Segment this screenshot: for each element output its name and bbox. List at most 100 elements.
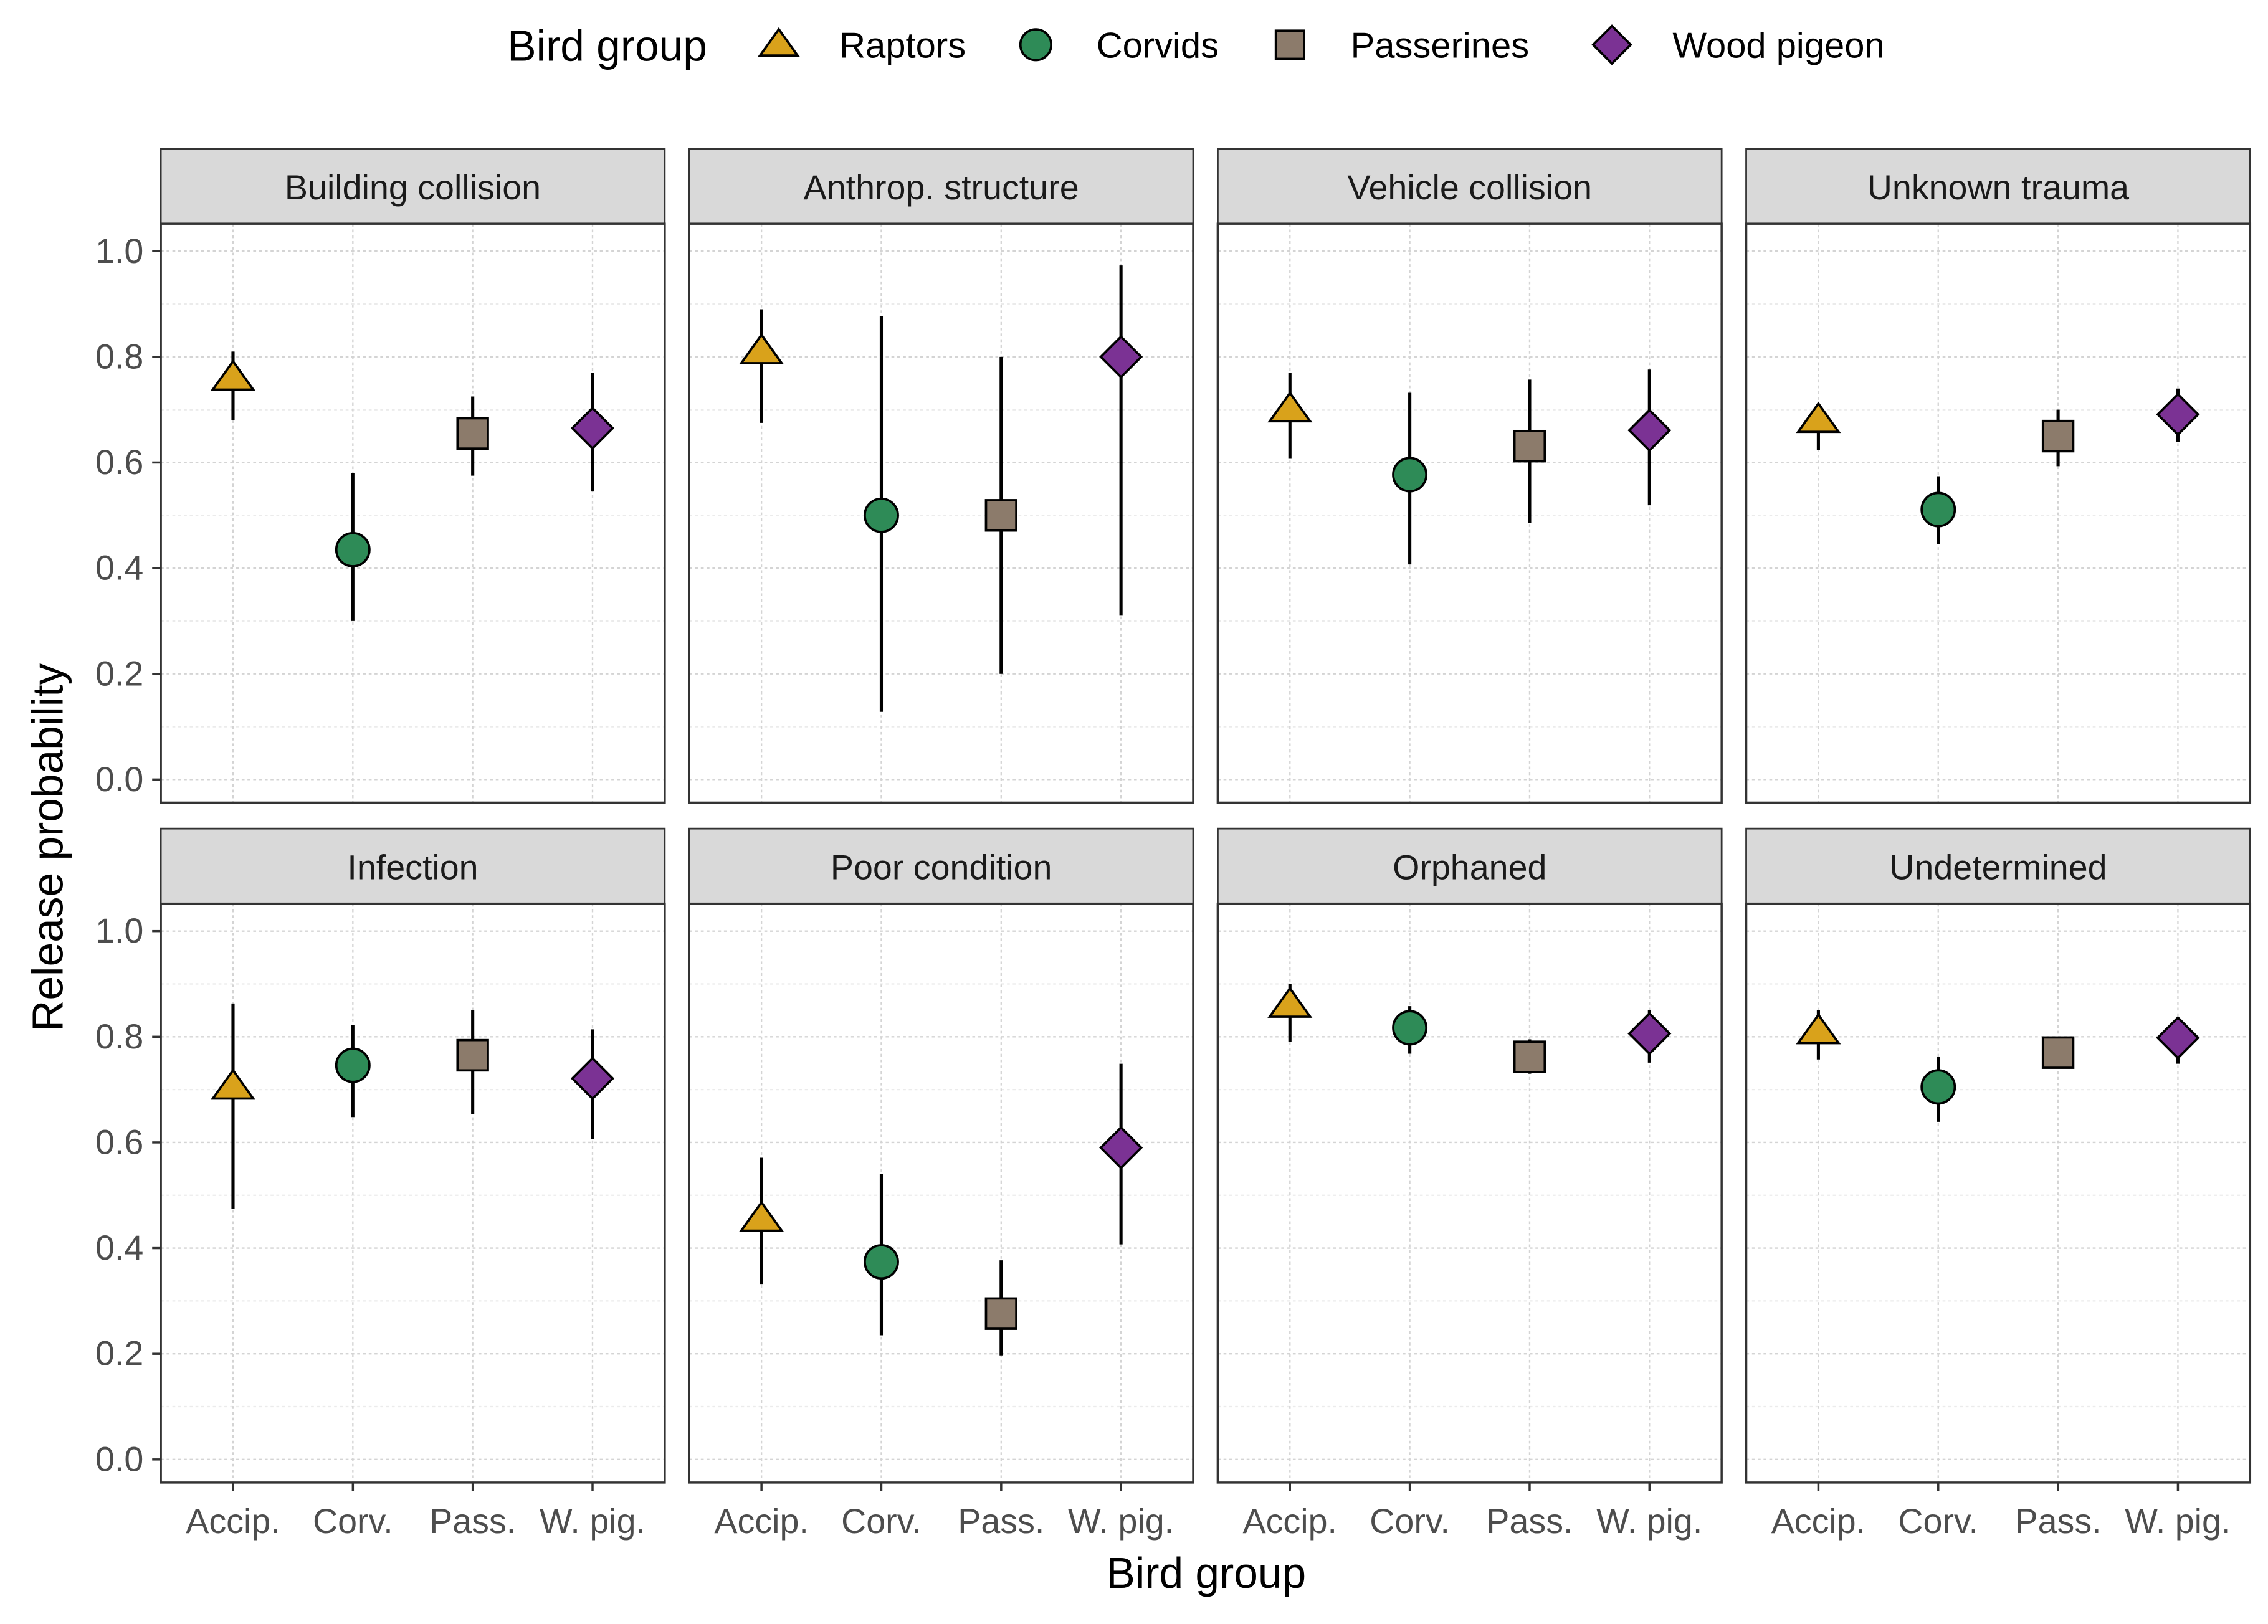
panel-border	[1216, 222, 1723, 804]
panel-background	[161, 903, 665, 1483]
data-point-corvids	[1920, 476, 1956, 544]
x-tick-label: Corv.	[313, 1502, 393, 1541]
data-point-corvids	[1392, 1006, 1428, 1054]
y-tick-label: 1.0	[95, 911, 143, 950]
y-tick-label: 0.2	[95, 1334, 143, 1373]
data-point-wood-pigeon	[570, 373, 615, 492]
point-marker-triangle	[210, 1068, 256, 1100]
legend-label: Passerines	[1351, 26, 1530, 66]
y-tick-label: 0.4	[95, 549, 143, 587]
legend-label: Raptors	[839, 26, 966, 66]
y-tick-label: 0.0	[95, 1440, 143, 1478]
panel-undetermined: Undetermined Accip. Corv. Pass. W. pig.	[1745, 827, 2252, 1541]
point-marker-square	[2041, 419, 2075, 453]
x-axis-title: Bird group	[1107, 1549, 1307, 1597]
panel-background	[1746, 903, 2251, 1483]
x-tick-label: Accip.	[1243, 1502, 1337, 1541]
panel-orphaned: Orphaned Accip. Corv. Pass. W. pig.	[1216, 827, 1723, 1541]
data-point-raptors	[739, 309, 784, 423]
legend-entry-wood-pigeon: Wood pigeon	[1591, 24, 1885, 66]
x-tick-label: Accip.	[1771, 1502, 1865, 1541]
panel-border	[1745, 902, 2252, 1484]
data-point-wood-pigeon	[1627, 369, 1672, 506]
x-tick-label: Pass.	[429, 1502, 516, 1541]
y-tick-label: 0.6	[95, 443, 143, 482]
panel-background	[1217, 224, 1722, 803]
facet-title: Anthrop. structure	[804, 168, 1079, 207]
point-marker-square	[456, 417, 489, 450]
x-tick-label: W. pig.	[1596, 1502, 1702, 1541]
point-marker-circle	[1920, 491, 1956, 528]
data-point-passerines	[1513, 1039, 1546, 1074]
y-tick-label: 0.0	[95, 760, 143, 799]
point-marker-circle	[864, 1244, 899, 1280]
point-marker-triangle	[210, 359, 256, 391]
facet-strip	[160, 148, 666, 225]
legend-marker-triangle	[758, 27, 800, 57]
point-marker-triangle	[739, 333, 784, 364]
x-tick-label: W. pig.	[2125, 1502, 2231, 1541]
panel-background	[1217, 903, 1722, 1483]
data-point-wood-pigeon	[2156, 388, 2200, 442]
point-marker-circle	[1920, 1069, 1956, 1105]
point-marker-diamond	[1627, 1012, 1672, 1056]
data-point-passerines	[984, 1260, 1017, 1356]
y-tick-label: 0.8	[95, 337, 143, 376]
legend-title: Bird group	[507, 21, 707, 70]
point-marker-square	[984, 1297, 1017, 1330]
panel-border	[1216, 902, 1723, 1484]
x-tick-label: W. pig.	[540, 1502, 646, 1541]
data-point-corvids	[864, 1173, 899, 1336]
facet-strip	[688, 827, 1194, 905]
data-point-passerines	[2041, 409, 2075, 467]
x-tick-label: Accip.	[186, 1502, 280, 1541]
data-point-wood-pigeon	[2156, 1015, 2200, 1064]
panel-border	[160, 222, 666, 804]
data-point-passerines	[456, 1010, 489, 1114]
facet-strip	[160, 827, 666, 905]
point-marker-diamond	[2156, 1015, 2200, 1060]
data-point-corvids	[335, 473, 371, 621]
facet-strip	[1745, 827, 2251, 905]
point-marker-circle	[1392, 457, 1428, 493]
data-point-raptors	[210, 351, 256, 420]
data-point-raptors	[1796, 401, 1841, 450]
point-marker-circle	[335, 531, 371, 567]
legend-label: Corvids	[1097, 26, 1219, 66]
data-point-corvids	[335, 1025, 371, 1118]
point-marker-diamond	[2156, 392, 2200, 437]
legend: Bird group Raptors Corvids Passerines Wood p…	[507, 21, 1884, 70]
x-tick-label: Pass.	[2015, 1502, 2102, 1541]
legend-entry-corvids: Corvids	[1019, 26, 1219, 66]
x-tick-label: Accip.	[714, 1502, 808, 1541]
y-axis-title: Release probability	[24, 663, 72, 1031]
data-point-wood-pigeon	[1627, 1010, 1672, 1063]
panel-border	[688, 902, 1194, 1484]
data-point-corvids	[864, 316, 899, 712]
data-point-wood-pigeon	[1099, 1063, 1143, 1245]
facet-title: Vehicle collision	[1347, 168, 1592, 207]
point-marker-triangle	[739, 1200, 784, 1232]
panel-poor-condition: Poor condition Accip. Corv. Pass. W. pig.	[688, 827, 1194, 1541]
point-marker-circle	[335, 1047, 371, 1083]
legend-entry-raptors: Raptors	[758, 26, 966, 66]
point-marker-diamond	[570, 1057, 615, 1101]
facet-title: Building collision	[285, 168, 541, 207]
point-marker-triangle	[1796, 401, 1841, 434]
x-tick-label: W. pig.	[1068, 1502, 1174, 1541]
point-marker-square	[984, 499, 1017, 532]
data-point-passerines	[984, 356, 1017, 674]
panel-border	[1745, 222, 2252, 804]
data-point-raptors	[210, 1003, 256, 1209]
panel-border	[688, 222, 1194, 804]
point-marker-triangle	[1267, 986, 1313, 1018]
data-point-wood-pigeon	[1099, 265, 1143, 616]
point-marker-square	[1513, 429, 1546, 463]
legend-marker-circle	[1019, 28, 1052, 62]
point-marker-square	[456, 1038, 489, 1072]
point-marker-triangle	[1267, 391, 1313, 423]
point-marker-circle	[864, 497, 899, 533]
data-point-raptors	[1796, 1010, 1841, 1060]
legend-entry-passerines: Passerines	[1274, 26, 1530, 66]
data-point-passerines	[2041, 1036, 2075, 1069]
